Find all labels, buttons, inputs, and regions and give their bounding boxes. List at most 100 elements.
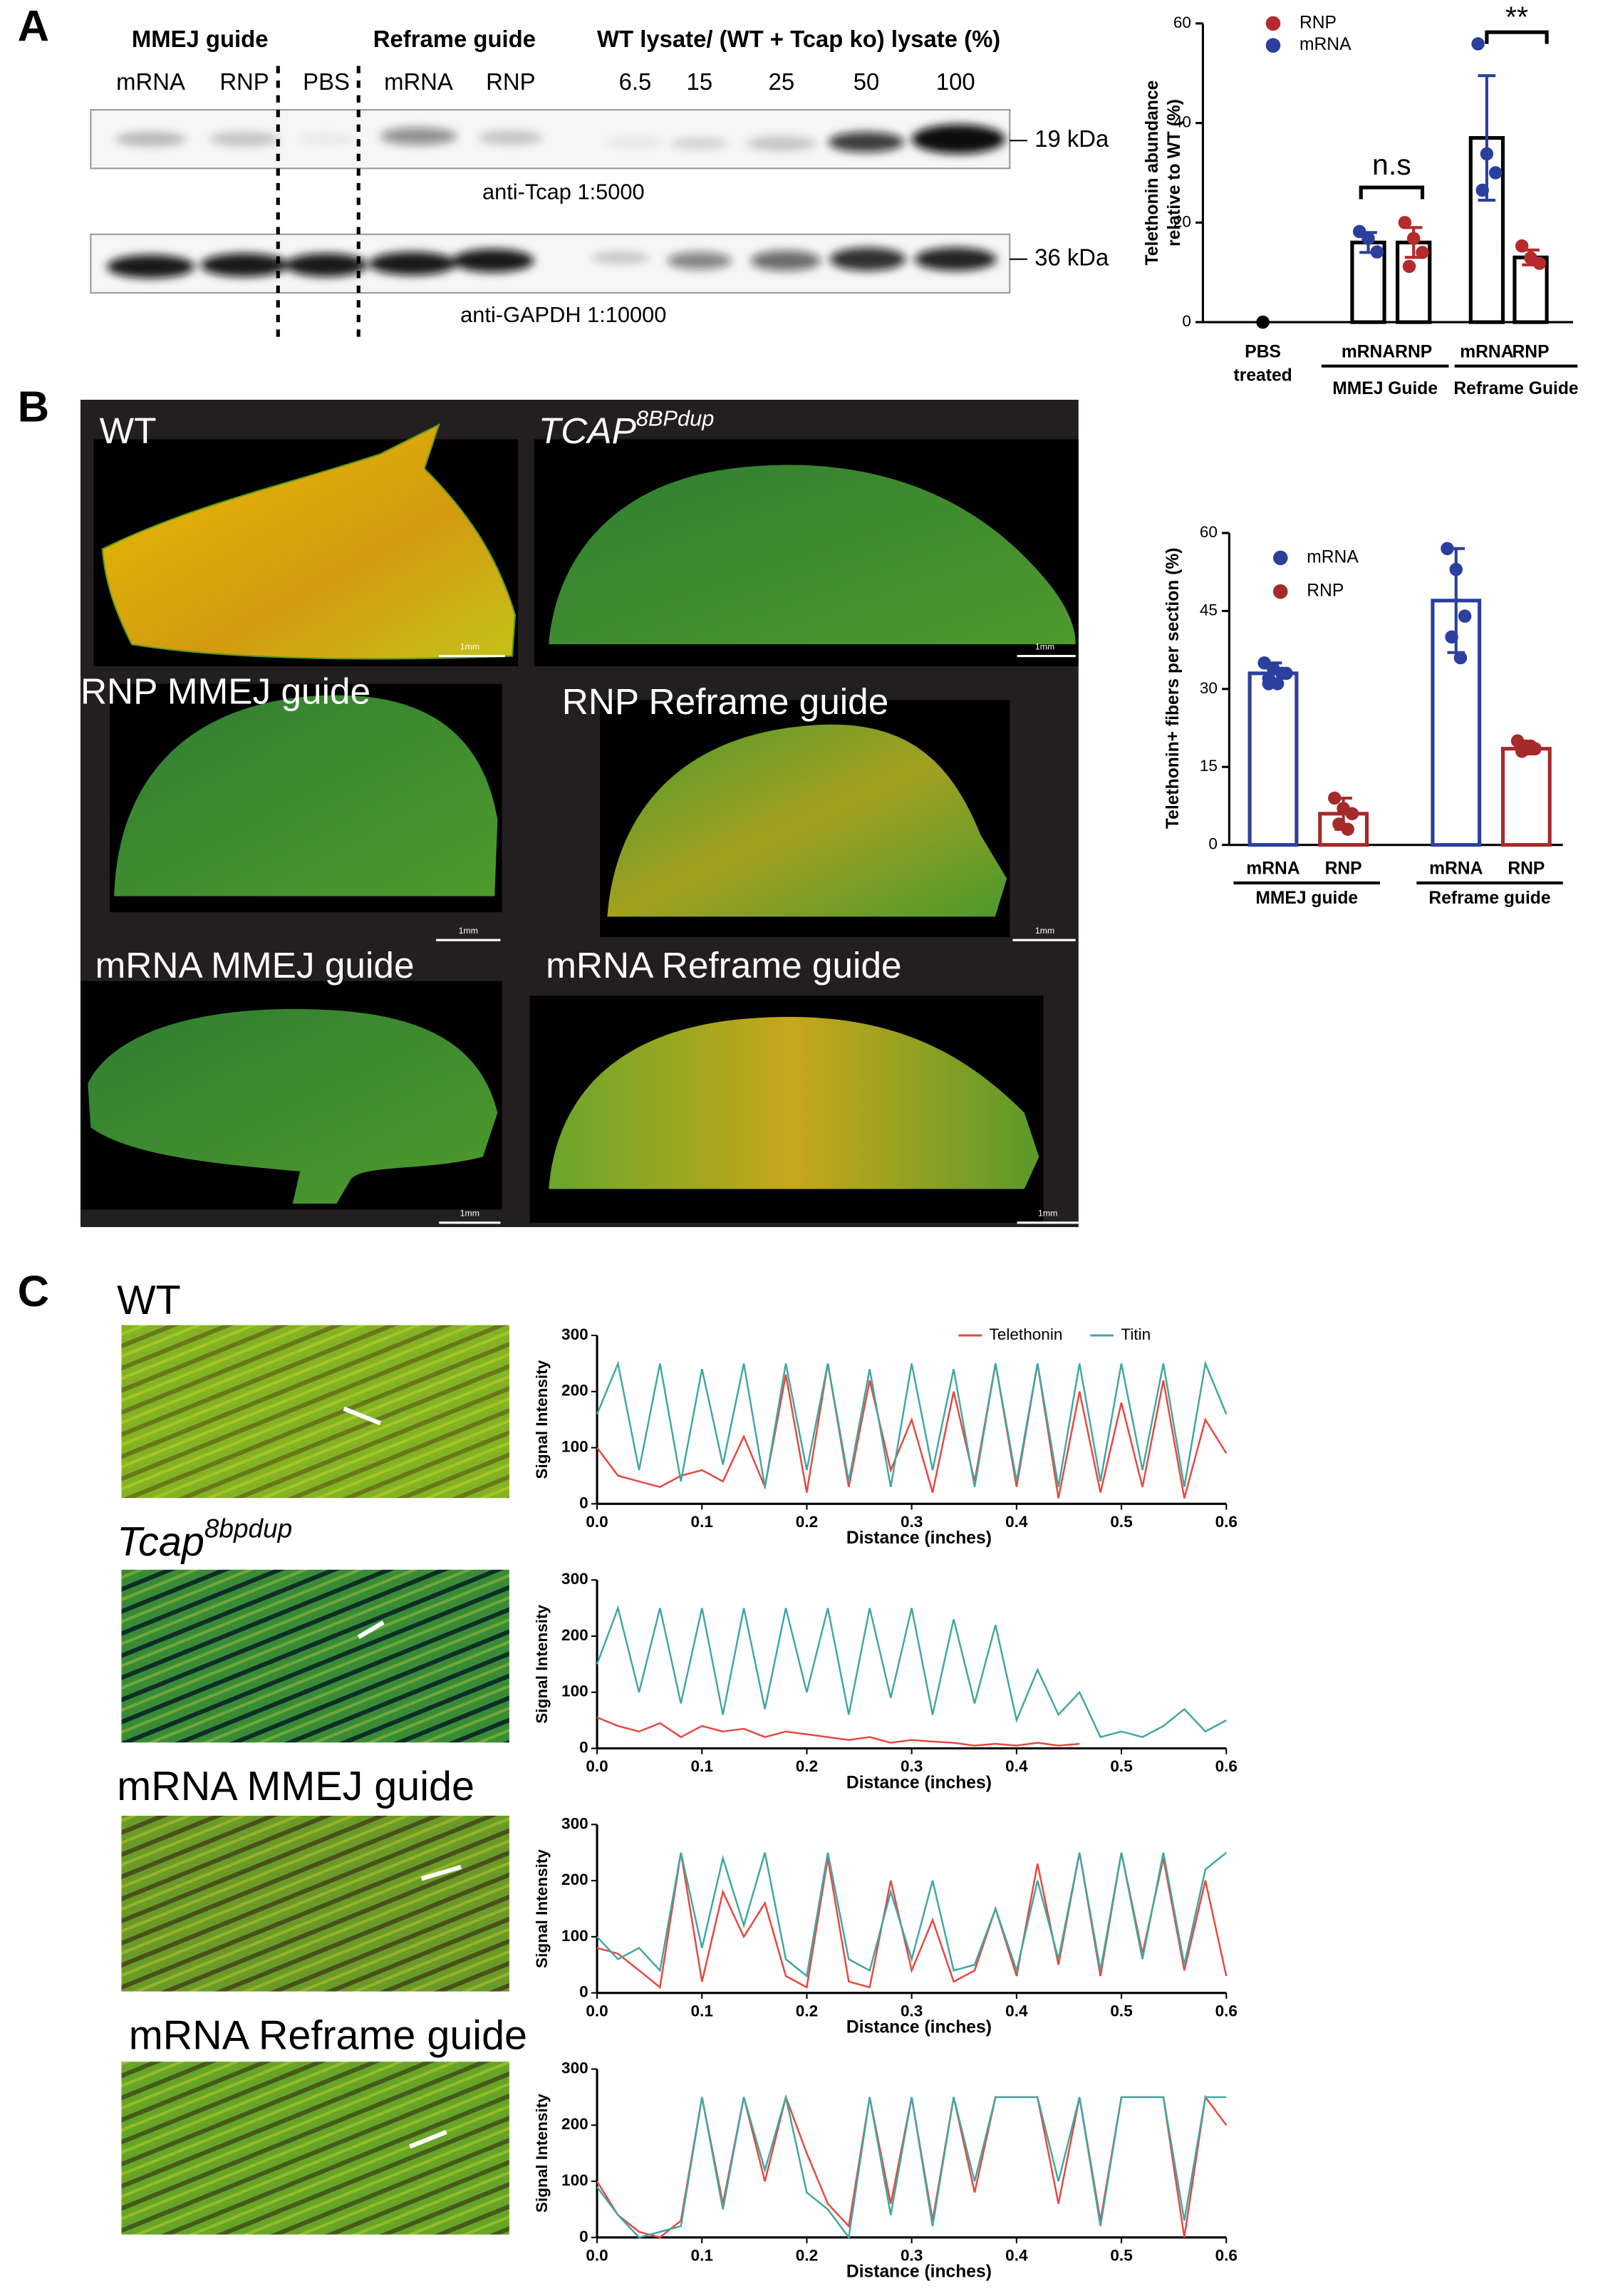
image-label: WT — [100, 410, 157, 451]
y-tick-label: 0 — [1208, 835, 1218, 853]
x-tick-label-box: RNP — [1395, 341, 1432, 362]
data-point — [1445, 630, 1458, 644]
x-tick-label-box: mRNA — [1429, 858, 1483, 879]
y-tick-label: 200 — [561, 1871, 588, 1888]
y-tick-label: 300 — [561, 2059, 588, 2077]
blot-header: WT lysate/ (WT + Tcap ko) lysate (%) — [597, 26, 1000, 52]
line-series — [596, 2096, 1227, 2240]
y-axis-label: Signal Intensity — [533, 1360, 551, 1479]
x-tick-label: 0.3 — [901, 1513, 923, 1531]
label-sup: 8bpdup — [204, 1514, 292, 1543]
group-label: Reframe Guide — [1453, 379, 1578, 398]
x-tick-label: 0.4 — [1005, 2002, 1028, 2020]
y-tick-label: 100 — [561, 1682, 588, 1700]
bracket — [1359, 185, 1425, 200]
image-label: RNP Reframe guide — [562, 681, 889, 722]
blot-1 — [90, 109, 1027, 170]
x-tick-label: 0.5 — [1110, 1513, 1132, 1531]
bar — [1247, 671, 1299, 847]
y-tick-label: 200 — [561, 1382, 588, 1400]
data-point — [1328, 791, 1342, 805]
x-tick-label-box: PBS treated — [1233, 341, 1292, 386]
line-series — [596, 1851, 1228, 1978]
y-tick-label: 200 — [561, 2115, 588, 2133]
x-tick-label: 0.0 — [586, 2246, 608, 2264]
x-tick-label-box: RNP — [1325, 858, 1362, 879]
data-point — [1532, 257, 1547, 270]
lane-label: PBS — [303, 68, 350, 95]
blot-header: Reframe guide — [373, 26, 536, 52]
legend-label: mRNA — [1307, 547, 1359, 567]
scale-bar: 1mm — [1035, 641, 1054, 651]
tissue-images — [80, 423, 1079, 1224]
y-tick-label: 100 — [561, 2171, 588, 2189]
x-axis-label: Distance (inches) — [846, 1773, 992, 1792]
data-point — [1441, 542, 1454, 556]
x-tick-label: mRNA — [1341, 341, 1396, 362]
image-label: mRNA MMEJ guide — [95, 945, 415, 986]
x-tick-label: 0.5 — [1110, 2246, 1132, 2264]
y-tick-label: 300 — [561, 1325, 588, 1343]
panel-label: B — [18, 383, 50, 432]
x-tick-label: 0.5 — [1110, 1757, 1132, 1775]
y-tick-label: 0 — [1182, 312, 1191, 330]
data-point — [1280, 666, 1293, 681]
lane-label: mRNA — [384, 68, 453, 95]
x-tick-label: RNP — [1512, 341, 1550, 362]
x-tick-label: 0.1 — [691, 1757, 713, 1775]
x-tick-label: 0.1 — [691, 2002, 713, 2020]
y-tick-label: 60 — [1173, 14, 1191, 31]
y-axis-label: Telethonin+ fibers per section (%) — [1163, 547, 1183, 829]
scale-bar: 1mm — [1035, 926, 1054, 936]
line-series — [596, 1605, 1227, 1739]
image-label: mRNA MMEJ guide — [117, 1764, 474, 1809]
x-axis-label: Distance (inches) — [846, 1529, 992, 1548]
x-tick-label: 0.3 — [901, 1757, 923, 1775]
group-label: MMEJ Guide — [1332, 379, 1438, 398]
x-tick-label: 0.0 — [586, 2002, 608, 2020]
x-tick-label: 0.6 — [1215, 1757, 1238, 1775]
blot-2 — [90, 233, 1027, 294]
data-point — [1475, 183, 1489, 197]
annotation: n.s — [1372, 148, 1411, 181]
y-axis-label: Signal Intensity — [533, 2094, 551, 2213]
data-point — [1480, 147, 1494, 161]
y-tick-label: 20 — [1173, 212, 1191, 230]
kda-label: 36 kDa — [1034, 244, 1109, 270]
y-tick-label: 40 — [1173, 113, 1191, 131]
blot-header: MMEJ guide — [132, 26, 269, 52]
lane-label: 100 — [936, 68, 975, 95]
line-series — [596, 2094, 1228, 2239]
x-tick-label: 0.1 — [691, 1513, 713, 1531]
y-tick-label: 100 — [561, 1438, 588, 1456]
x-tick-label: 0.2 — [796, 2002, 818, 2020]
lane-label: RNP — [219, 68, 269, 95]
data-point — [1345, 807, 1359, 821]
y-axis-label: Telethonin abundance — [1143, 81, 1162, 266]
x-tick-label: 0.1 — [691, 2246, 713, 2264]
bar — [1500, 747, 1552, 847]
y-tick-label: 45 — [1200, 601, 1218, 619]
legend-label: RNP — [1307, 581, 1344, 601]
antibody-label: anti-Tcap 1:5000 — [482, 179, 645, 204]
data-point — [1341, 822, 1355, 837]
x-tick-label-box: mRNA — [1341, 341, 1396, 362]
antibody-label: anti-GAPDH 1:10000 — [460, 302, 666, 327]
data-point — [1262, 677, 1276, 691]
image-label: RNP MMEJ guide — [81, 671, 370, 712]
x-tick-label: PBS treated — [1233, 341, 1292, 386]
lane-label: 50 — [854, 68, 880, 95]
legend-marker — [1265, 16, 1281, 31]
panel-label: C — [18, 1267, 50, 1316]
panel-label: A — [18, 1, 50, 51]
image-label: mRNA Reframe guide — [129, 2013, 527, 2059]
label-base: TCAP — [539, 410, 636, 451]
image-label: WT — [117, 1278, 180, 1323]
x-tick-label: 0.6 — [1215, 2002, 1238, 2020]
x-tick-label-box: RNP — [1512, 341, 1550, 362]
label-sup: 8BPdup — [636, 406, 715, 431]
line-series — [596, 1360, 1228, 1487]
legend-label: RNP — [1299, 13, 1337, 32]
y-tick-label: 0 — [579, 1494, 588, 1511]
